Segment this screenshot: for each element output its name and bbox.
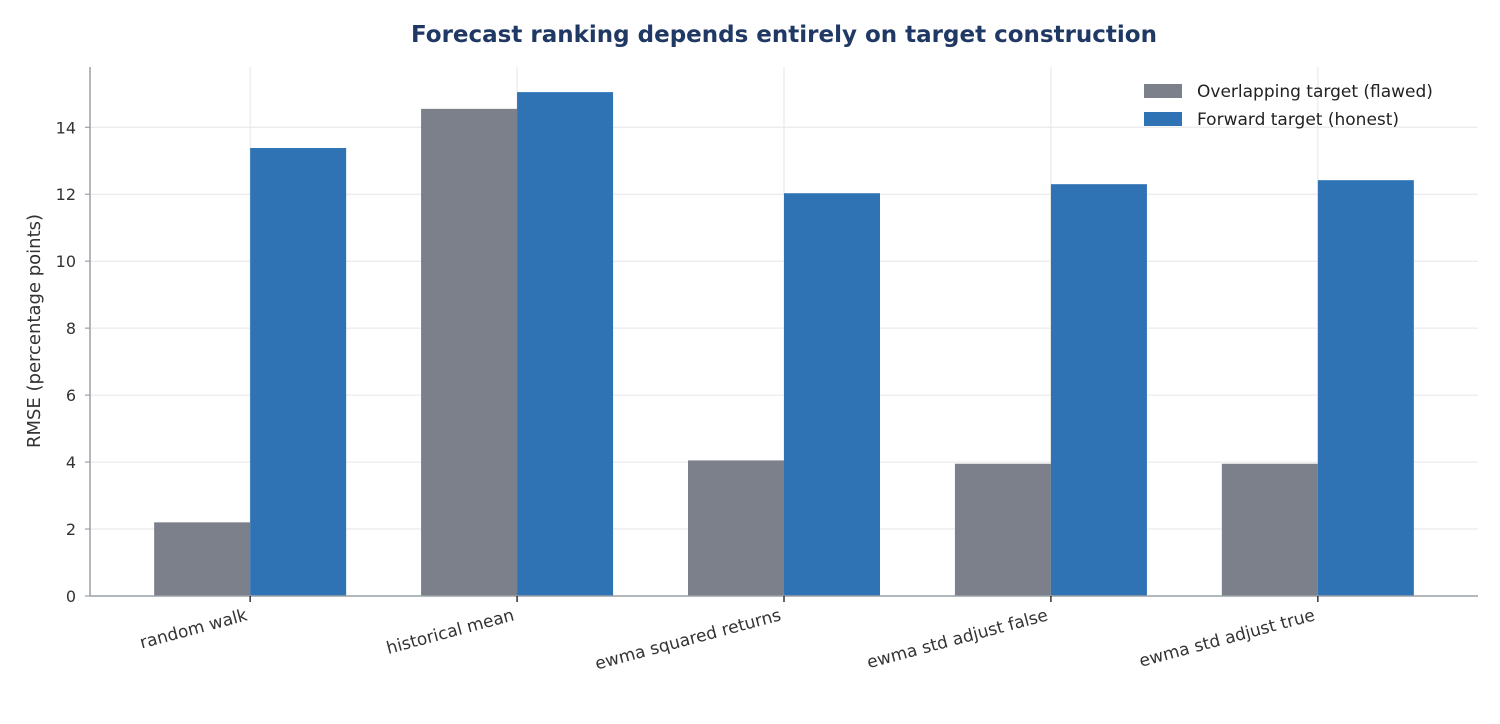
y-tick-label: 4 (66, 453, 76, 472)
bar-forward-0 (250, 148, 347, 596)
bar-overlapping-3 (954, 463, 1051, 596)
bar-forward-3 (1050, 184, 1147, 597)
y-tick-label: 2 (66, 520, 76, 539)
bar-forward-2 (784, 193, 880, 596)
y-tick-label: 0 (66, 587, 76, 606)
bar-overlapping-1 (421, 108, 518, 597)
x-tick-label: ewma std adjust false (865, 606, 1050, 674)
x-tick-label: historical mean (384, 606, 516, 659)
chart-title: Forecast ranking depends entirely on tar… (411, 22, 1157, 48)
bar-overlapping-0 (154, 522, 251, 596)
legend: Overlapping target (flawed) Forward targe… (1144, 82, 1433, 130)
bars (154, 92, 1414, 597)
bar-overlapping-2 (688, 460, 784, 596)
bar-forward-4 (1317, 180, 1414, 596)
legend-swatch-overlapping (1144, 84, 1182, 98)
x-tick-label: ewma squared returns (593, 605, 783, 674)
x-tick-label: random walk (138, 605, 250, 653)
y-tick-label: 8 (66, 319, 76, 338)
bar-forward-1 (517, 92, 614, 597)
legend-swatch-forward (1144, 112, 1182, 126)
bar-overlapping-4 (1221, 463, 1318, 596)
y-tick-label: 14 (56, 118, 76, 137)
y-tick-label: 12 (56, 185, 76, 204)
x-tick-label: ewma std adjust true (1137, 606, 1317, 672)
legend-label-overlapping: Overlapping target (flawed) (1197, 82, 1433, 102)
y-axis-label: RMSE (percentage points) (24, 214, 45, 448)
y-tick-label: 6 (66, 386, 76, 405)
y-tick-label: 10 (56, 252, 76, 271)
legend-label-forward: Forward target (honest) (1197, 110, 1399, 130)
